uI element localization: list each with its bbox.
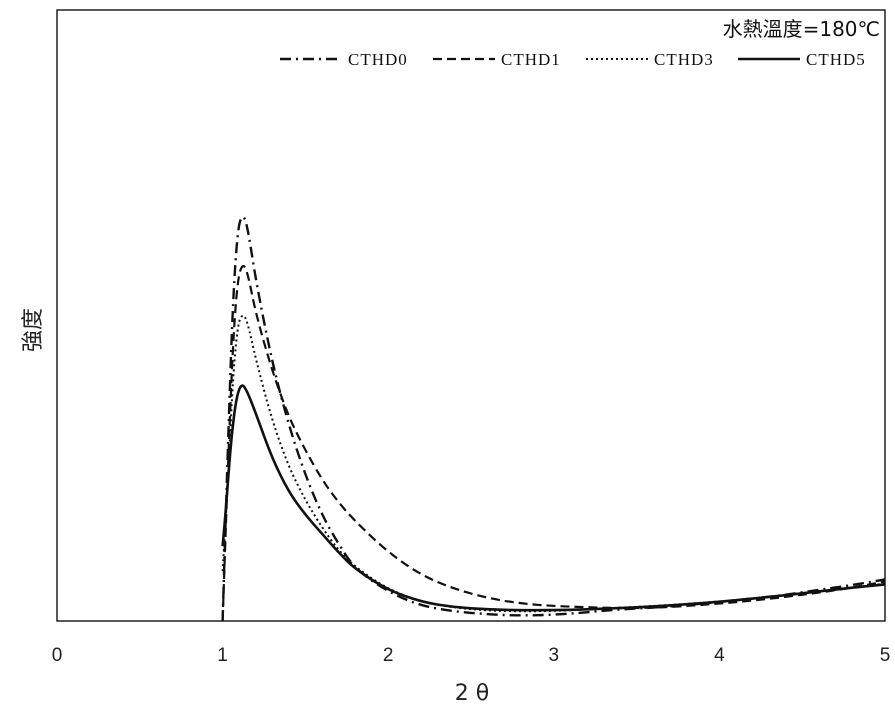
series-line-cthd0 xyxy=(221,215,886,622)
series-layer xyxy=(221,215,886,622)
x-tick-label: 2 xyxy=(383,645,394,666)
series-line-cthd5 xyxy=(221,384,886,612)
x-tick-label: 0 xyxy=(52,645,63,666)
x-tick-labels: 0 1 2 3 4 5 xyxy=(52,645,891,666)
legend-label-cthd5: CTHD5 xyxy=(806,50,866,69)
plot-frame xyxy=(56,9,886,622)
y-axis-label: 強度 xyxy=(21,308,46,352)
legend: CTHD0 CTHD1 CTHD3 CTHD5 xyxy=(280,50,866,69)
x-tick-label: 5 xyxy=(880,645,891,666)
legend-label-cthd0: CTHD0 xyxy=(348,50,408,69)
x-tick-label: 4 xyxy=(714,645,725,666)
series-line-cthd3 xyxy=(221,314,886,613)
x-axis-label: 2 θ xyxy=(455,681,489,706)
series-line-cthd1 xyxy=(221,264,886,622)
x-tick-label: 3 xyxy=(549,645,560,666)
legend-label-cthd1: CTHD1 xyxy=(501,50,561,69)
x-tick-label: 1 xyxy=(217,645,228,666)
legend-label-cthd3: CTHD3 xyxy=(654,50,714,69)
annotation-text: 水熱溫度=180℃ xyxy=(723,17,880,41)
